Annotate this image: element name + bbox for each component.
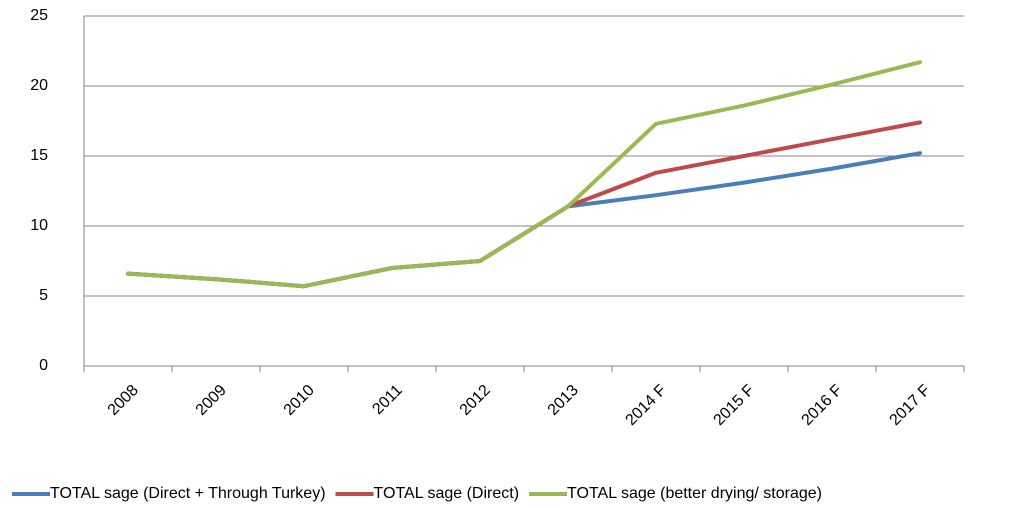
x-tick-label: 2013 <box>545 382 582 419</box>
y-tick-label: 10 <box>30 217 48 234</box>
x-tick-label: 2016 F <box>799 382 846 429</box>
y-tick-label: 25 <box>30 7 48 24</box>
line-series <box>126 151 922 289</box>
legend-label: TOTAL sage (better drying/ storage) <box>567 485 822 502</box>
x-tick-label: 2012 <box>457 382 494 419</box>
x-tick-label: 2009 <box>193 382 230 419</box>
line-series <box>126 60 922 289</box>
x-tick-label: 2010 <box>281 382 318 419</box>
x-tick-label: 2015 F <box>711 382 758 429</box>
x-tick-label: 2017 F <box>887 382 934 429</box>
line-series <box>126 120 922 289</box>
y-tick-label: 0 <box>39 357 48 374</box>
legend-label: TOTAL sage (Direct + Through Turkey) <box>50 485 326 502</box>
legend-label: TOTAL sage (Direct) <box>374 485 520 502</box>
x-tick-label: 2011 <box>369 382 405 418</box>
x-tick-label: 2008 <box>105 382 142 419</box>
y-tick-label: 20 <box>30 77 48 94</box>
y-tick-label: 15 <box>30 147 48 164</box>
y-tick-label: 5 <box>39 287 48 304</box>
x-tick-label: 2014 F <box>623 382 670 429</box>
